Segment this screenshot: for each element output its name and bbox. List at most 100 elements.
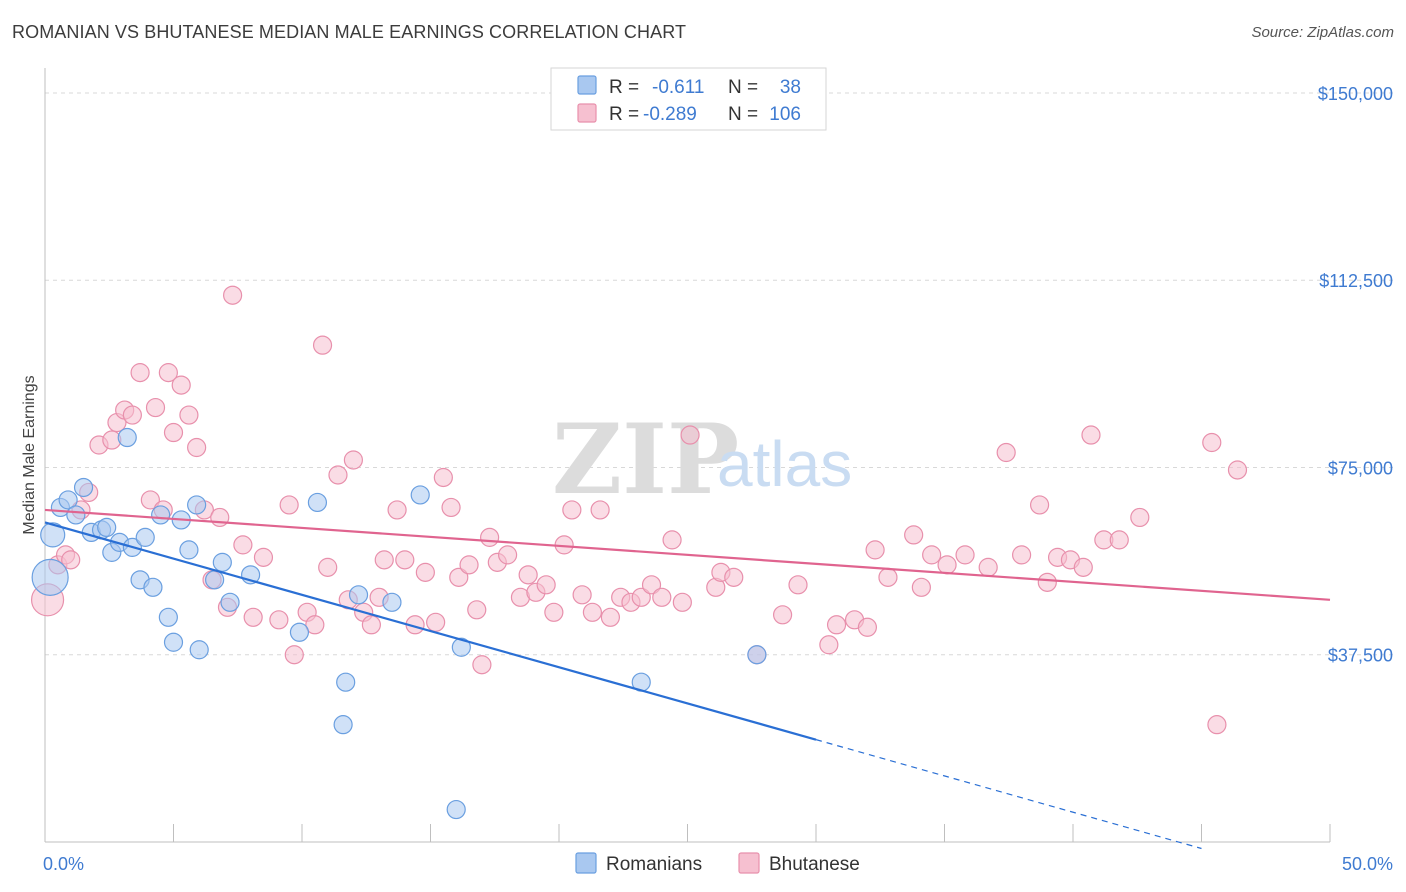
legend-swatch-romanians <box>575 852 597 874</box>
data-point-bhutanese <box>590 500 610 520</box>
data-point-bhutanese <box>171 375 191 395</box>
data-point-bhutanese <box>305 615 325 635</box>
data-point-romanians <box>117 427 137 448</box>
data-point-bhutanese <box>498 545 518 565</box>
data-point-bhutanese <box>544 602 564 622</box>
data-point-bhutanese <box>652 587 672 607</box>
legend-r-value: -0.289 <box>643 104 697 125</box>
data-point-bhutanese <box>680 425 700 445</box>
data-point-bhutanese <box>536 575 556 595</box>
x-tick-label: 50.0% <box>1342 854 1393 874</box>
legend-n-value: 106 <box>769 104 801 125</box>
legend-swatch-bhutanese <box>738 852 760 874</box>
data-point-romanians <box>189 640 209 660</box>
y-tick-label: $75,000 <box>1328 458 1393 478</box>
data-point-bhutanese <box>518 565 538 585</box>
data-point-romanians <box>97 517 117 538</box>
y-tick-label: $112,500 <box>1319 271 1393 291</box>
data-point-romanians <box>205 570 225 590</box>
data-point-bhutanese <box>672 592 692 612</box>
legend-box <box>550 67 827 131</box>
watermark: ZIP atlas <box>552 403 852 516</box>
data-point-bhutanese <box>467 600 487 620</box>
data-point-romanians <box>451 637 471 657</box>
data-point-bhutanese <box>374 550 394 570</box>
data-point-bhutanese <box>911 577 931 597</box>
data-point-romanians <box>73 477 94 498</box>
data-point-bhutanese <box>459 555 479 575</box>
correlation-legend: R = -0.611 N = 38 R = -0.289 N = 106 <box>550 67 827 131</box>
data-point-bhutanese <box>233 535 253 555</box>
data-point-romanians <box>158 607 178 627</box>
data-point-romanians <box>446 799 466 820</box>
data-point-romanians <box>333 715 353 735</box>
legend-n-label: N = <box>728 77 758 98</box>
legend-label-romanians: Romanians <box>606 854 702 875</box>
data-point-bhutanese <box>1207 715 1227 735</box>
legend-r-label: R = <box>609 77 639 98</box>
data-point-bhutanese <box>904 525 924 545</box>
data-point-bhutanese <box>284 645 304 665</box>
data-point-bhutanese <box>1109 530 1129 550</box>
trend-line-romanians <box>44 521 817 741</box>
y-axis-label: Median Male Earnings <box>21 375 38 534</box>
data-point-bhutanese <box>865 540 885 560</box>
x-tick-labels: 0.0% 50.0% <box>43 854 1393 874</box>
data-point-romanians <box>135 527 155 547</box>
data-point-romanians <box>307 492 328 513</box>
data-point-bhutanese <box>937 555 957 575</box>
data-point-bhutanese <box>826 615 847 635</box>
data-point-bhutanese <box>122 405 142 425</box>
data-point-bhutanese <box>996 442 1016 463</box>
data-point-bhutanese <box>1130 507 1150 528</box>
data-point-bhutanese <box>572 585 592 605</box>
data-point-bhutanese <box>145 397 166 418</box>
data-point-bhutanese <box>387 500 407 520</box>
data-point-bhutanese <box>955 545 975 565</box>
data-point-bhutanese <box>433 467 453 488</box>
data-point-bhutanese <box>480 527 500 547</box>
legend-swatch-bhutanese <box>577 103 597 123</box>
data-point-bhutanese <box>361 615 381 635</box>
data-point-bhutanese <box>269 610 289 630</box>
data-point-romanians <box>179 540 199 560</box>
data-point-romanians <box>336 672 356 692</box>
data-point-bhutanese <box>343 450 363 470</box>
data-point-bhutanese <box>318 557 338 577</box>
data-point-bhutanese <box>223 285 243 305</box>
trend-line-romanians-extension <box>815 739 1202 850</box>
data-point-bhutanese <box>61 550 81 570</box>
data-point-bhutanese <box>1081 425 1101 445</box>
data-point-bhutanese <box>279 495 299 515</box>
data-point-romanians <box>212 552 232 572</box>
data-point-bhutanese <box>724 567 744 587</box>
legend-label-bhutanese: Bhutanese <box>769 854 860 875</box>
legend-n-label: N = <box>728 104 758 125</box>
data-point-bhutanese <box>187 437 207 458</box>
data-point-bhutanese <box>130 363 150 383</box>
legend-r-value: -0.611 <box>652 77 704 98</box>
x-tick-label: 0.0% <box>43 854 84 874</box>
legend-swatch-romanians <box>577 75 597 95</box>
y-tick-label: $150,000 <box>1318 84 1393 104</box>
data-point-bhutanese <box>772 605 793 625</box>
data-point-bhutanese <box>922 545 942 565</box>
source-label: Source: ZipAtlas.com <box>1251 24 1394 41</box>
data-point-bhutanese <box>631 587 651 607</box>
data-point-bhutanese <box>878 567 898 587</box>
data-point-bhutanese <box>243 607 263 627</box>
data-point-bhutanese <box>1011 545 1032 565</box>
data-point-bhutanese <box>641 575 662 595</box>
data-point-romanians <box>187 495 207 515</box>
data-point-bhutanese <box>662 530 682 550</box>
data-point-bhutanese <box>1202 432 1222 453</box>
data-point-bhutanese <box>312 335 333 355</box>
data-point-bhutanese <box>788 575 808 595</box>
data-point-romanians <box>410 485 430 505</box>
data-point-romanians <box>747 645 767 665</box>
legend-n-value: 38 <box>780 77 801 98</box>
data-point-romanians <box>66 505 86 525</box>
axes <box>44 68 1331 843</box>
data-point-romanians <box>348 585 369 605</box>
